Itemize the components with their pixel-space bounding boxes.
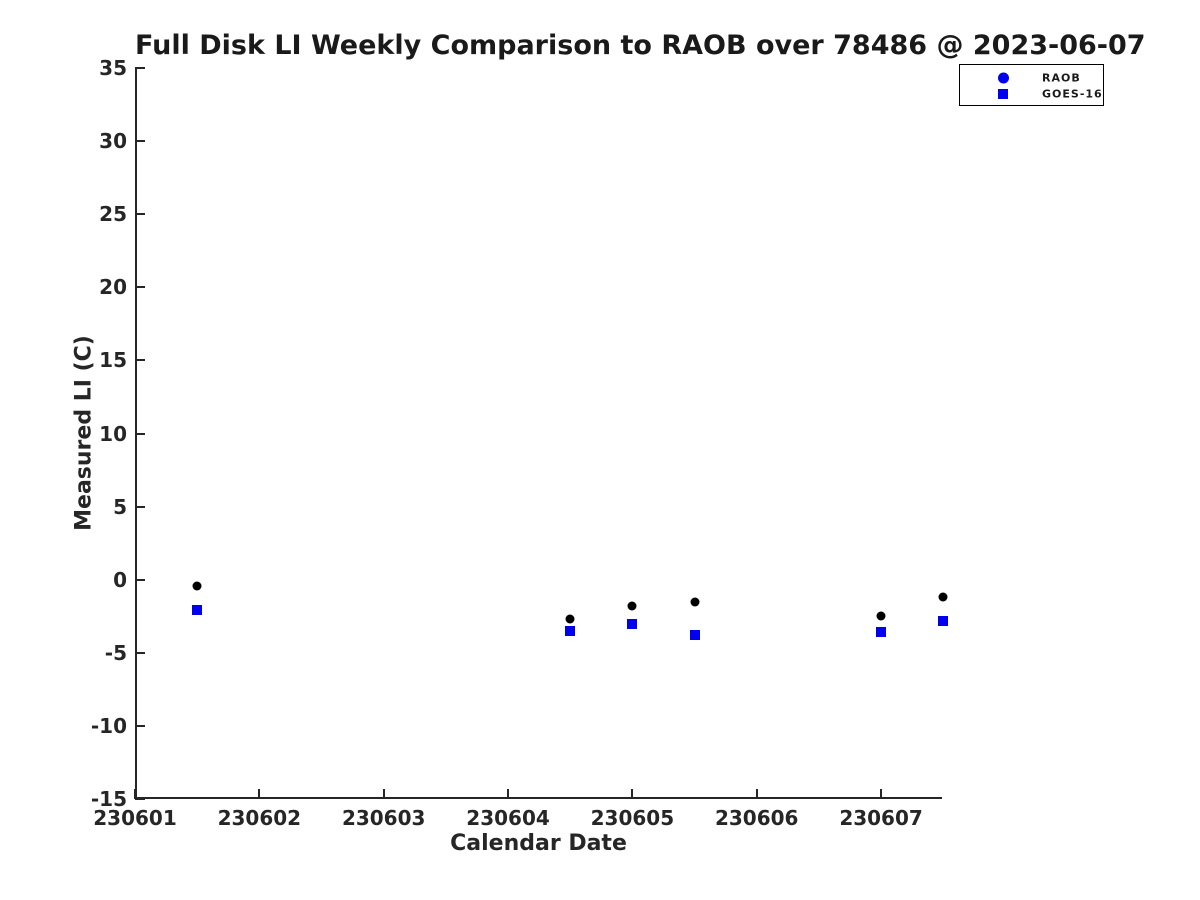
raob-point bbox=[876, 611, 886, 621]
goes-16-point bbox=[689, 630, 700, 641]
y-tick-mark bbox=[135, 432, 145, 435]
goes-16-point bbox=[627, 618, 638, 629]
goes16-square-icon bbox=[998, 89, 1008, 99]
goes-16-point bbox=[938, 615, 949, 626]
chart-title: Full Disk LI Weekly Comparison to RAOB o… bbox=[135, 30, 1146, 61]
goes-16-point bbox=[565, 625, 576, 636]
x-tick-label: 230601 bbox=[93, 806, 177, 830]
raob-circle-icon bbox=[998, 72, 1009, 84]
x-tick-label: 230607 bbox=[839, 806, 923, 830]
legend: RAOB GOES-16 bbox=[959, 64, 1104, 106]
y-tick-label: -5 bbox=[104, 640, 127, 665]
y-tick-mark bbox=[135, 724, 145, 727]
x-tick-mark bbox=[507, 789, 510, 799]
x-tick-mark bbox=[880, 789, 883, 799]
y-tick-label: 25 bbox=[99, 202, 127, 227]
y-tick-label: 10 bbox=[99, 421, 127, 446]
x-tick-label: 230603 bbox=[341, 806, 426, 830]
x-tick-label: 230604 bbox=[466, 806, 550, 830]
y-tick-label: 15 bbox=[99, 348, 127, 373]
y-tick-mark bbox=[135, 505, 145, 508]
y-tick-mark bbox=[135, 359, 145, 362]
y-tick-mark bbox=[135, 140, 145, 143]
y-tick-mark bbox=[135, 213, 145, 216]
x-tick-mark bbox=[258, 789, 261, 799]
legend-item-raob: RAOB bbox=[960, 70, 1103, 86]
y-tick-label: 5 bbox=[113, 494, 127, 519]
raob-point bbox=[565, 614, 575, 624]
y-tick-mark bbox=[135, 798, 145, 800]
raob-point bbox=[627, 601, 637, 611]
x-axis-label: Calendar Date bbox=[450, 831, 627, 856]
y-tick-mark bbox=[135, 286, 145, 289]
x-tick-mark bbox=[631, 789, 634, 799]
x-tick-label: 230602 bbox=[217, 806, 302, 830]
legend-label-raob: RAOB bbox=[1042, 71, 1081, 85]
y-tick-label: 20 bbox=[99, 275, 127, 300]
y-axis-label: Measured LI (C) bbox=[71, 335, 97, 531]
y-tick-label: 0 bbox=[113, 567, 127, 592]
goes-16-point bbox=[192, 605, 203, 616]
y-tick-label: -10 bbox=[90, 713, 127, 738]
raob-point bbox=[690, 597, 700, 607]
y-tick-mark bbox=[135, 651, 145, 654]
y-tick-mark bbox=[135, 67, 145, 69]
plot-area bbox=[135, 68, 942, 799]
legend-item-goes16: GOES-16 bbox=[960, 86, 1103, 102]
y-tick-label: 30 bbox=[99, 129, 127, 154]
x-tick-label: 230605 bbox=[590, 806, 675, 830]
y-tick-label: -15 bbox=[90, 787, 127, 811]
y-tick-mark bbox=[135, 578, 145, 581]
raob-point bbox=[938, 592, 948, 602]
x-tick-label: 230606 bbox=[714, 806, 799, 830]
legend-label-goes16: GOES-16 bbox=[1042, 87, 1103, 101]
x-tick-mark bbox=[382, 789, 385, 799]
x-tick-mark bbox=[755, 789, 758, 799]
goes-16-point bbox=[876, 627, 887, 638]
y-tick-label: 35 bbox=[99, 56, 127, 80]
raob-point bbox=[192, 581, 202, 591]
x-tick-mark bbox=[134, 789, 136, 799]
